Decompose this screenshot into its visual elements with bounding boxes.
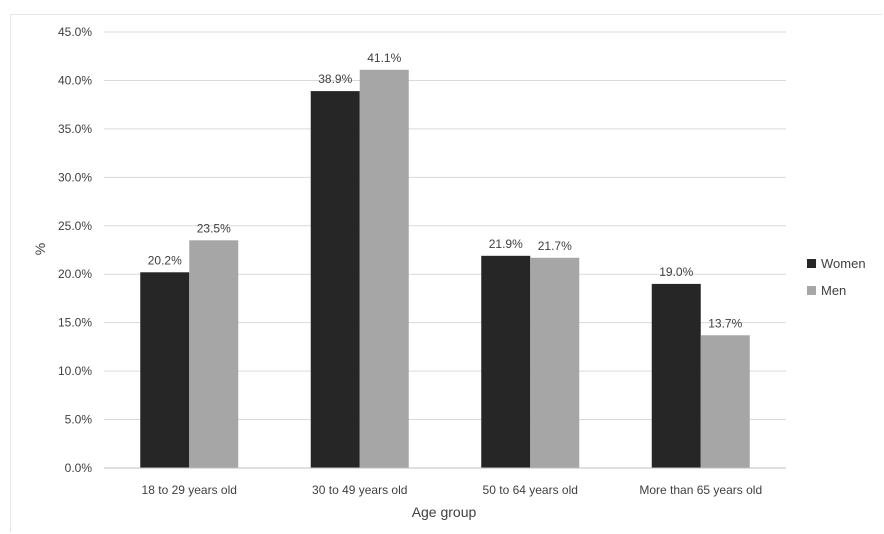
y-tick-label: 30.0% (58, 170, 92, 184)
data-label: 38.9% (318, 72, 352, 86)
data-label: 19.0% (659, 265, 693, 279)
bar-women (481, 255, 531, 468)
bar-men (530, 257, 580, 468)
data-labels: 20.2% 23.5% 38.9% 41.1% 21.9% 21.7% 19.0% 13.7% (148, 51, 743, 330)
data-label: 41.1% (367, 51, 401, 65)
y-axis-ticks: 0.0% 5.0% 10.0% 15.0% 20.0% 25.0% 30.0% 35.0% 40… (58, 25, 92, 475)
y-tick-label: 0.0% (65, 461, 93, 475)
bar-women (140, 272, 190, 468)
data-label: 23.5% (197, 221, 231, 235)
bar-men (700, 335, 750, 468)
legend-label: Men (821, 283, 846, 298)
bar-men (359, 69, 409, 468)
bar-men (189, 240, 239, 468)
data-label: 13.7% (708, 316, 742, 330)
x-axis-ticks: 18 to 29 years old 30 to 49 years old 50 t… (104, 467, 786, 497)
data-label: 21.9% (489, 237, 523, 251)
legend-label: Women (821, 256, 866, 271)
legend: Women Men (807, 256, 866, 298)
chart-frame (10, 14, 882, 532)
x-tick-label: More than 65 years old (639, 483, 762, 497)
y-tick-label: 40.0% (58, 73, 92, 87)
x-tick-label: 18 to 29 years old (142, 483, 237, 497)
y-tick-label: 20.0% (58, 267, 92, 281)
legend-swatch-men (807, 286, 816, 295)
y-tick-label: 15.0% (58, 316, 92, 330)
y-tick-label: 35.0% (58, 122, 92, 136)
y-tick-label: 10.0% (58, 364, 92, 378)
y-tick-label: 5.0% (65, 413, 93, 427)
bar-women (310, 91, 360, 468)
x-tick-label: 30 to 49 years old (312, 483, 407, 497)
x-tick-label: 50 to 64 years old (483, 483, 578, 497)
data-label: 21.7% (538, 239, 572, 253)
x-axis-title: Age group (412, 504, 477, 520)
y-tick-label: 25.0% (58, 219, 92, 233)
bars (140, 69, 750, 468)
data-label: 20.2% (148, 253, 182, 267)
legend-swatch-women (807, 259, 816, 268)
bar-women (651, 283, 701, 468)
y-axis-title: % (32, 243, 48, 255)
y-tick-label: 45.0% (58, 25, 92, 39)
